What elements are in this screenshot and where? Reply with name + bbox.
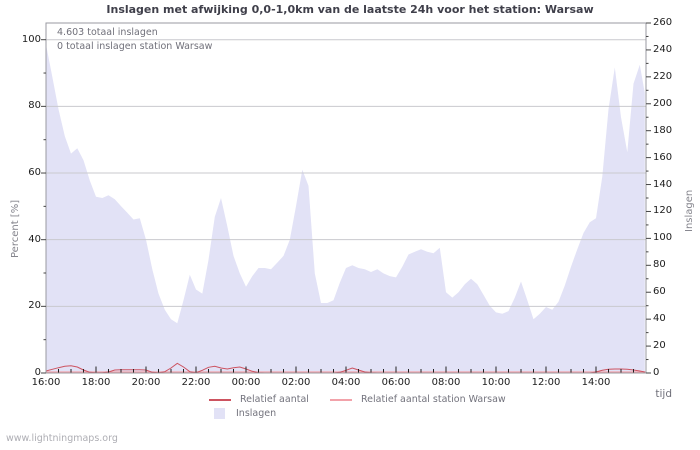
y-left-tick-label-40: 40 xyxy=(28,233,41,245)
x-tick-label-1000: 10:00 xyxy=(481,377,511,388)
legend-box-swatch-inslagen xyxy=(214,408,225,419)
x-tick-label-2200: 22:00 xyxy=(181,377,211,388)
x-tick-label-0600: 06:00 xyxy=(381,377,411,388)
legend-line-swatch-relatief-aantal-station xyxy=(330,398,352,401)
y-right-tick-label-220: 220 xyxy=(653,70,673,82)
y-right-tick-label-200: 200 xyxy=(653,97,673,109)
y-right-tick-label-260: 260 xyxy=(653,17,673,28)
y-left-tick-label-0: 0 xyxy=(34,367,41,378)
legend-item-relatief-aantal: Relatief aantal xyxy=(209,394,309,405)
x-axis-title: tijd xyxy=(655,388,672,400)
y-right-tick-label-120: 120 xyxy=(653,205,673,217)
x-tick-label-0000: 00:00 xyxy=(231,377,261,388)
y-right-tick-label-100: 100 xyxy=(653,232,673,244)
y-left-tick-label-60: 60 xyxy=(28,167,41,179)
legend-label-relatief-aantal: Relatief aantal xyxy=(240,394,309,405)
y-right-tick-label-140: 140 xyxy=(653,178,673,190)
annotation-station-total-strikes: 0 totaal inslagen station Warsaw xyxy=(57,41,213,52)
y-right-tick-label-80: 80 xyxy=(653,259,666,271)
y-right-tick-label-160: 160 xyxy=(653,151,673,163)
x-tick-label-0200: 02:00 xyxy=(281,377,311,388)
y-axis-title-left: Percent [%] xyxy=(10,199,21,258)
x-tick-label-1800: 18:00 xyxy=(81,377,111,388)
x-tick-label-2000: 20:00 xyxy=(131,377,161,388)
legend-label-relatief-aantal-station: Relatief aantal station Warsaw xyxy=(361,394,506,405)
x-tick-label-1400: 14:00 xyxy=(581,377,611,388)
legend-item-inslagen: Inslagen xyxy=(214,408,276,419)
series-area-inslagen xyxy=(46,44,645,373)
legend-line-swatch-relatief-aantal xyxy=(209,398,231,401)
x-tick-label-1200: 12:00 xyxy=(531,377,561,388)
page-title: Inslagen met afwijking 0,0-1,0km van de … xyxy=(106,3,594,16)
y-right-tick-label-40: 40 xyxy=(653,313,666,325)
x-tick-label-0800: 08:00 xyxy=(431,377,461,388)
x-tick-label-1600: 16:00 xyxy=(31,377,61,388)
x-tick-label-0400: 04:00 xyxy=(331,377,361,388)
watermark: www.lightningmaps.org xyxy=(6,433,118,444)
y-axis-title-right: Inslagen xyxy=(684,189,695,232)
y-right-tick-label-180: 180 xyxy=(653,124,673,136)
y-right-tick-label-240: 240 xyxy=(653,43,673,55)
annotation-total-strikes: 4.603 totaal inslagen xyxy=(57,27,158,38)
y-left-tick-label-80: 80 xyxy=(28,100,41,112)
y-right-tick-label-60: 60 xyxy=(653,286,666,298)
y-left-tick-label-20: 20 xyxy=(28,300,41,312)
y-left-tick-label-100: 100 xyxy=(21,33,41,45)
legend-label-inslagen: Inslagen xyxy=(236,408,277,419)
y-right-tick-label-0: 0 xyxy=(653,367,660,378)
legend-item-relatief-aantal-station: Relatief aantal station Warsaw xyxy=(330,394,506,405)
y-right-tick-label-20: 20 xyxy=(653,340,666,352)
